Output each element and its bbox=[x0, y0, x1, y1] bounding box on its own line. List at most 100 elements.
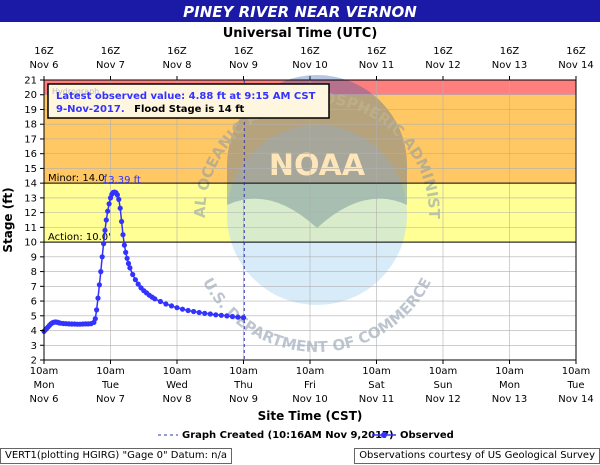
y-tick-label-16: 16 bbox=[24, 149, 37, 160]
noaa-globe bbox=[227, 125, 407, 305]
title-bar bbox=[0, 0, 600, 22]
data-point-33 bbox=[103, 217, 109, 223]
y-tick-label-2: 2 bbox=[31, 356, 37, 367]
data-point-68 bbox=[202, 310, 208, 316]
data-point-28 bbox=[96, 282, 102, 288]
y-tick-label-3: 3 bbox=[31, 341, 37, 352]
data-point-64 bbox=[179, 306, 186, 312]
top-tick-date-3: Nov 9 bbox=[229, 60, 258, 71]
data-point-47 bbox=[123, 249, 129, 255]
y-tick-label-5: 5 bbox=[31, 311, 37, 322]
data-point-63 bbox=[174, 305, 180, 311]
data-point-43 bbox=[117, 205, 123, 211]
bottom-tick-date-7: Nov 13 bbox=[492, 394, 527, 405]
latest-value-line2: 9-Nov-2017. Flood Stage is 14 ft bbox=[56, 104, 245, 115]
top-tick-time-6: 16Z bbox=[433, 46, 453, 57]
data-point-74 bbox=[235, 314, 241, 320]
y-tick-label-17: 17 bbox=[24, 134, 37, 145]
y-tick-label-18: 18 bbox=[24, 120, 37, 131]
y-tick-label-21: 21 bbox=[24, 76, 37, 87]
peak-label: 13.39 ft bbox=[102, 175, 141, 186]
data-point-52 bbox=[132, 277, 138, 283]
top-tick-date-2: Nov 8 bbox=[162, 60, 191, 71]
data-point-35 bbox=[106, 201, 112, 207]
latest-value-box: Hydrograph Latest observed value: 4.88 f… bbox=[47, 83, 330, 119]
bottom-tick-time-5: 10am bbox=[362, 366, 391, 377]
y-tick-label-19: 19 bbox=[24, 105, 37, 116]
data-point-44 bbox=[119, 218, 125, 225]
bottom-tick-date-6: Nov 12 bbox=[425, 394, 460, 405]
y-tick-label-9: 9 bbox=[31, 252, 37, 263]
y-tick-label-7: 7 bbox=[31, 282, 37, 293]
top-tick-time-0: 16Z bbox=[34, 46, 54, 57]
grid-lines bbox=[43, 79, 577, 361]
bottom-tick-time-4: 10am bbox=[296, 366, 325, 377]
bottom-tick-time-1: 10am bbox=[96, 366, 125, 377]
data-point-72 bbox=[224, 313, 230, 319]
data-point-66 bbox=[191, 308, 197, 315]
top-tick-time-5: 16Z bbox=[367, 46, 387, 57]
latest-value-line1: Latest observed value: 4.88 ft at 9:15 A… bbox=[56, 91, 316, 102]
legend-observed-label: Observed bbox=[400, 430, 454, 441]
bottom-tick-day-1: Tue bbox=[101, 380, 119, 391]
legend-created-label: Graph Created (10:16AM Nov 9,2017) bbox=[182, 430, 394, 441]
data-point-25 bbox=[92, 316, 98, 322]
latest-date: 9-Nov-2017. bbox=[56, 104, 125, 115]
data-point-67 bbox=[196, 309, 202, 316]
x-axis-label: Site Time (CST) bbox=[258, 409, 363, 423]
data-point-51 bbox=[130, 271, 136, 278]
chart-title: PINEY RIVER NEAR VERNON bbox=[183, 3, 417, 21]
bottom-tick-date-2: Nov 8 bbox=[162, 394, 191, 405]
top-tick-time-7: 16Z bbox=[500, 46, 520, 57]
top-tick-time-4: 16Z bbox=[300, 46, 320, 57]
noaa-logo-text: NOAA bbox=[269, 148, 366, 183]
bottom-tick-day-6: Sun bbox=[433, 380, 452, 391]
y-tick-label-10: 10 bbox=[24, 238, 37, 249]
data-point-49 bbox=[125, 260, 132, 267]
top-tick-date-8: Nov 14 bbox=[558, 60, 593, 71]
threshold-label-1: Action: 10.0' bbox=[48, 232, 111, 243]
latest-value-box-frame bbox=[47, 83, 330, 119]
bottom-tick-time-8: 10am bbox=[562, 366, 591, 377]
bottom-tick-day-7: Mon bbox=[499, 380, 520, 391]
hydrograph-chart: PINEY RIVER NEAR VERNON Universal Time (… bbox=[0, 0, 600, 441]
top-tick-time-8: 16Z bbox=[566, 46, 586, 57]
y-tick-label-20: 20 bbox=[24, 90, 37, 101]
data-point-73 bbox=[229, 313, 235, 320]
data-point-65 bbox=[185, 307, 191, 314]
data-point-27 bbox=[95, 295, 101, 301]
threshold-lines: Minor: 14.0' Action: 10.0' bbox=[44, 173, 576, 243]
top-ticks: 16Z Nov 6 16Z Nov 7 16Z Nov 8 16Z Nov 9 16Z Nov 1… bbox=[29, 46, 594, 80]
data-point-61 bbox=[163, 301, 169, 307]
data-point-29 bbox=[98, 269, 104, 275]
bottom-ticks: 10am Mon Nov 6 10am Tue Nov 7 10am Wed Nov 8 10am… bbox=[29, 360, 594, 405]
bottom-tick-time-7: 10am bbox=[495, 366, 524, 377]
y-tick-label-11: 11 bbox=[24, 223, 37, 234]
data-point-50 bbox=[127, 265, 133, 271]
flood-stage-text: Flood Stage is 14 ft bbox=[134, 104, 244, 115]
threshold-label-0: Minor: 14.0' bbox=[48, 173, 107, 184]
data-point-26 bbox=[94, 307, 100, 313]
data-point-45 bbox=[120, 232, 126, 238]
bottom-tick-day-5: Sat bbox=[368, 380, 384, 391]
y-axis-label: Stage (ft) bbox=[1, 187, 15, 252]
data-point-62 bbox=[168, 303, 175, 309]
data-point-30 bbox=[99, 254, 105, 260]
legend: Graph Created (10:16AM Nov 9,2017) Obser… bbox=[158, 430, 454, 441]
top-tick-date-5: Nov 11 bbox=[359, 60, 394, 71]
bottom-tick-day-0: Mon bbox=[33, 380, 54, 391]
bottom-tick-time-0: 10am bbox=[30, 366, 59, 377]
bottom-tick-time-6: 10am bbox=[429, 366, 458, 377]
bottom-tick-date-8: Nov 14 bbox=[558, 394, 593, 405]
bottom-tick-time-3: 10am bbox=[229, 366, 258, 377]
bottom-tick-date-5: Nov 11 bbox=[359, 394, 394, 405]
top-tick-date-6: Nov 12 bbox=[425, 60, 460, 71]
top-tick-date-1: Nov 7 bbox=[96, 60, 125, 71]
top-tick-time-1: 16Z bbox=[101, 46, 121, 57]
data-point-31 bbox=[101, 241, 107, 247]
y-tick-label-12: 12 bbox=[24, 208, 37, 219]
y-tick-label-15: 15 bbox=[24, 164, 37, 175]
y-tick-label-13: 13 bbox=[24, 193, 37, 204]
bottom-tick-day-4: Fri bbox=[304, 380, 316, 391]
